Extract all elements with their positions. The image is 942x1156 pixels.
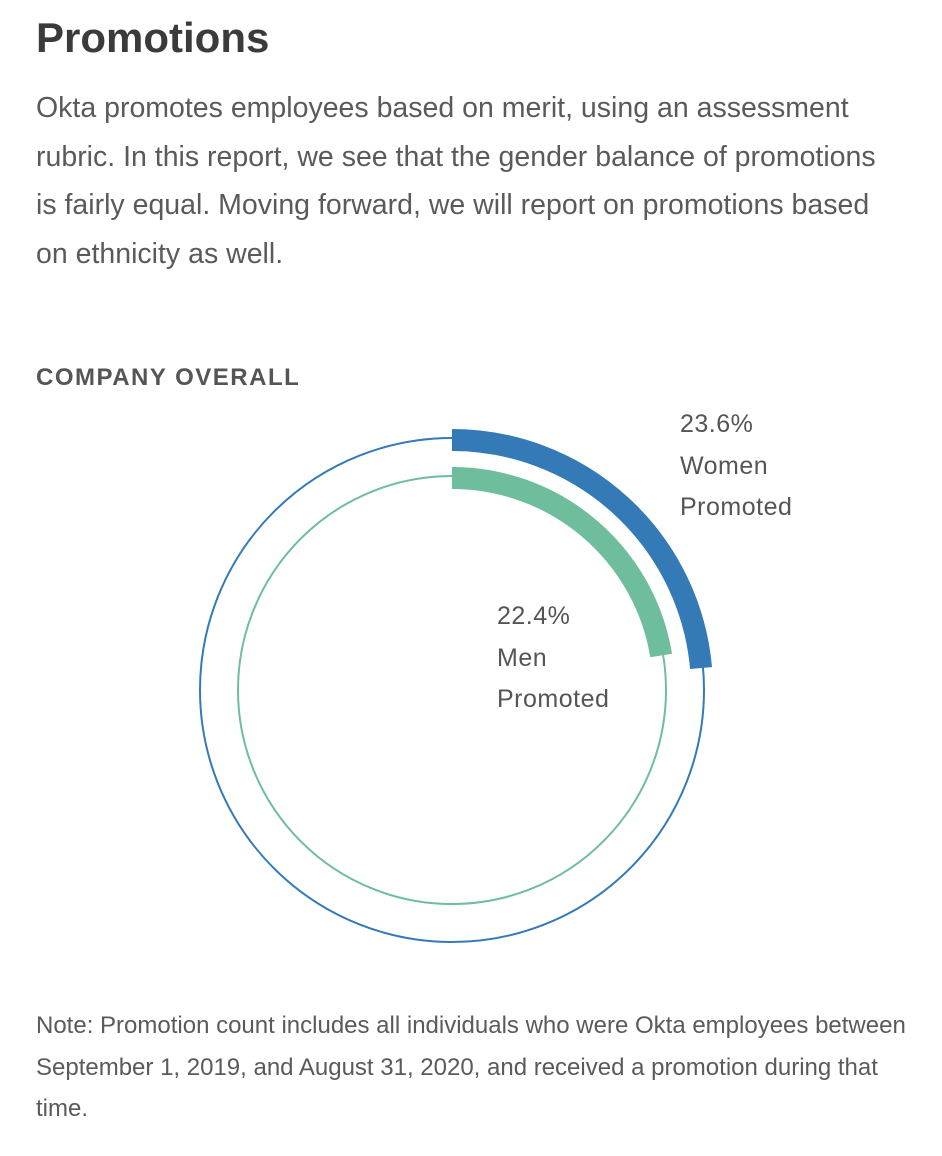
intro-paragraph: Okta promotes employees based on merit, … — [36, 92, 876, 270]
label-men: 22.4% Men Promoted — [497, 596, 609, 721]
arc-men — [451, 467, 673, 658]
label-men-line1: Men — [497, 643, 548, 672]
label-women-line1: Women — [680, 451, 769, 480]
radial-bar-chart: 23.6% Women Promoted 22.4% Men Promoted — [0, 400, 942, 960]
label-men-value: 22.4% — [497, 602, 571, 630]
label-men-line2: Promoted — [497, 685, 610, 713]
label-women-line2: Promoted — [680, 493, 793, 521]
label-women: 23.6% Women Promoted — [680, 404, 792, 529]
page-title: Promotions — [36, 14, 270, 61]
section-label: COMPANY OVERALL — [36, 364, 301, 391]
label-women-value: 23.6% — [680, 410, 754, 438]
chart-svg — [199, 429, 712, 943]
footnote: Note: Promotion count includes all indiv… — [36, 1012, 906, 1122]
arc-women — [451, 429, 712, 670]
